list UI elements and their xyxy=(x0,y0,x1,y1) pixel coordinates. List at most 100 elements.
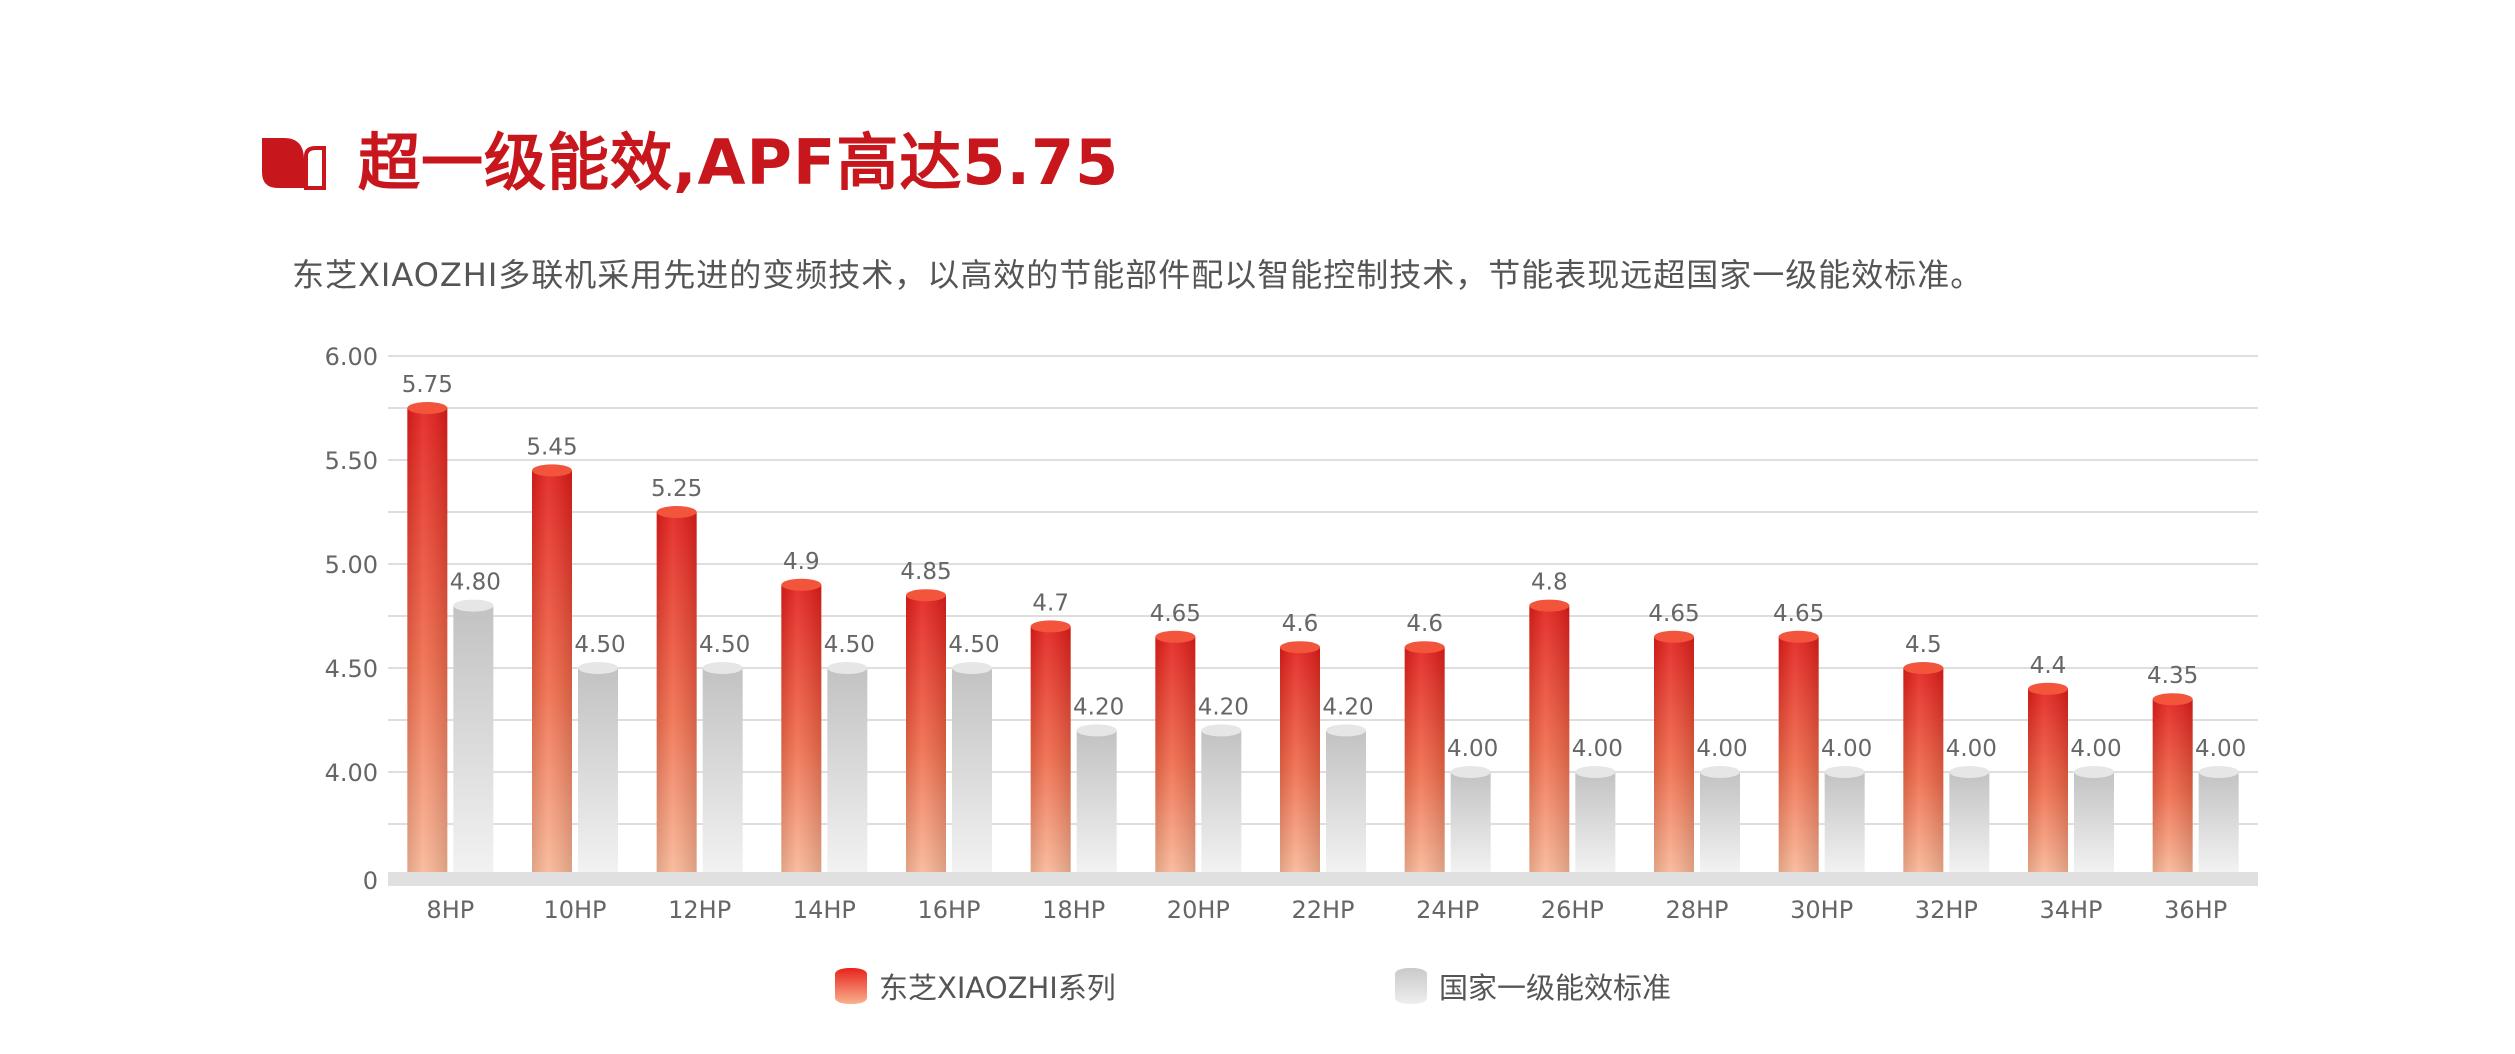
y-tick-label: 0 xyxy=(363,867,378,895)
bar-series2 xyxy=(1326,724,1366,872)
bar-series1 xyxy=(407,402,448,872)
bar-series1 xyxy=(1280,641,1320,872)
bar-series1-shade xyxy=(532,470,572,872)
bar-series2 xyxy=(1450,766,1491,872)
bar-series1 xyxy=(1155,630,1196,872)
bar-series1 xyxy=(1778,630,1819,872)
bar-series2 xyxy=(1201,724,1242,872)
bar-series2 xyxy=(2074,766,2114,872)
y-tick-label: 4.00 xyxy=(325,759,378,787)
bar-series2-cap xyxy=(1575,766,1616,778)
bar-series1 xyxy=(2028,682,2068,872)
bar-series2-cap xyxy=(578,662,618,674)
x-category-label: 30HP xyxy=(1790,896,1853,924)
bar-series1-cap xyxy=(1404,641,1445,654)
bar-series2 xyxy=(578,662,618,872)
bar-series1-shade xyxy=(906,595,946,872)
bar-series2 xyxy=(1575,766,1616,872)
bar-series2-cap xyxy=(827,662,868,674)
bar-series1-shade xyxy=(1778,636,1819,872)
x-category-label: 34HP xyxy=(2039,896,2102,924)
x-category-label: 20HP xyxy=(1167,896,1230,924)
data-label-series2: 4.00 xyxy=(2070,736,2121,762)
bar-series1-shade xyxy=(781,584,822,872)
data-label-series1: 5.45 xyxy=(526,434,577,460)
bar-series2-body xyxy=(1201,730,1242,872)
page-subtitle: 东芝XIAOZHI多联机采用先进的变频技术，以高效的节能部件配以智能控制技术，节… xyxy=(292,256,1984,294)
bar-series2-cap xyxy=(1949,766,1990,778)
x-category-label: 10HP xyxy=(543,896,606,924)
data-label-series2: 4.00 xyxy=(1572,736,1623,762)
bar-series2 xyxy=(827,662,868,872)
bar-series1 xyxy=(781,578,822,872)
bar-series1 xyxy=(2152,693,2193,872)
bar-series1-cap xyxy=(906,589,946,602)
data-label-series1: 4.65 xyxy=(1773,601,1824,627)
bar-series2-body xyxy=(578,668,618,872)
axis-layer: 0 4.00 4.50 5.00 5.50 6.00 xyxy=(325,343,2258,895)
x-category-label: 26HP xyxy=(1541,896,1604,924)
x-category-label: 12HP xyxy=(668,896,731,924)
data-label-series1: 4.5 xyxy=(1905,632,1942,658)
bar-series2 xyxy=(952,662,992,872)
bar-series1-cap xyxy=(2152,693,2193,706)
bar-series1 xyxy=(906,589,946,872)
data-label-series1: 4.35 xyxy=(2147,663,2198,689)
x-axis-base xyxy=(388,872,2258,886)
data-label-series2: 4.00 xyxy=(1696,736,1747,762)
bar-series2-body xyxy=(1575,772,1616,872)
x-category-label: 14HP xyxy=(793,896,856,924)
legend-label-series2: 国家一级能效标准 xyxy=(1439,971,1672,1005)
x-category-label: 24HP xyxy=(1416,896,1479,924)
data-label-series2: 4.00 xyxy=(1447,736,1498,762)
legend-item-series2: 国家一级能效标准 xyxy=(1395,965,1671,1007)
bar-series2 xyxy=(702,662,743,872)
bar-series1-shade xyxy=(1529,605,1570,872)
bar-series2-body xyxy=(1949,772,1990,872)
data-label-series2: 4.20 xyxy=(1322,694,1373,720)
bar-series1-shade xyxy=(1030,626,1071,872)
data-label-series1: 5.25 xyxy=(651,476,702,502)
data-label-series1: 4.65 xyxy=(1150,601,1201,627)
x-category-label: 32HP xyxy=(1915,896,1978,924)
bar-series2-body xyxy=(827,668,868,872)
bar-series1-cap xyxy=(1654,630,1694,643)
bar-series2-body xyxy=(1824,772,1865,872)
data-label-series2: 4.00 xyxy=(1821,736,1872,762)
bar-series1-cap xyxy=(407,402,448,414)
y-tick-label: 4.50 xyxy=(325,655,378,683)
bar-series2-cap xyxy=(2074,766,2114,778)
bar-series1-cap xyxy=(532,464,572,477)
bar-series1-shade xyxy=(407,408,448,872)
bar-series1-shade xyxy=(1280,647,1320,872)
y-tick-label: 5.50 xyxy=(325,447,378,475)
bar-series2 xyxy=(1700,766,1740,872)
bar-series2-cap xyxy=(453,599,494,612)
x-category-label: 18HP xyxy=(1042,896,1105,924)
bar-series1-cap xyxy=(2028,682,2068,695)
legend-swatch-grey xyxy=(1395,968,1427,1004)
bar-series2-cap xyxy=(1450,766,1491,778)
page-title: 超一级能效,APF高达5.75 xyxy=(358,126,1120,199)
bar-series1-cap xyxy=(1778,630,1819,643)
bar-series2 xyxy=(453,599,494,872)
bar-series1-cap xyxy=(1529,599,1570,612)
bar-series2-cap xyxy=(952,662,992,674)
bar-series2-body xyxy=(702,668,743,872)
bar-series2-cap xyxy=(2198,766,2239,778)
bar-layer xyxy=(407,402,2239,872)
bar-series1 xyxy=(532,464,572,872)
bar-series2 xyxy=(1824,766,1865,872)
data-label-series1: 4.6 xyxy=(1282,611,1319,637)
bar-series1 xyxy=(1404,641,1445,872)
bar-series2-cap xyxy=(1700,766,1740,778)
legend-label-series1: 东芝XIAOZHI系列 xyxy=(879,971,1116,1005)
bar-series1-shade xyxy=(2028,688,2068,872)
legend-item-series1: 东芝XIAOZHI系列 xyxy=(835,965,1116,1007)
data-label-series2: 4.80 xyxy=(450,570,501,596)
data-label-series1: 4.8 xyxy=(1531,570,1568,596)
bar-series1-shade xyxy=(1404,647,1445,872)
data-label-series2: 4.20 xyxy=(1198,694,1249,720)
bar-series1-cap xyxy=(1030,620,1071,633)
bar-series1 xyxy=(656,506,697,872)
